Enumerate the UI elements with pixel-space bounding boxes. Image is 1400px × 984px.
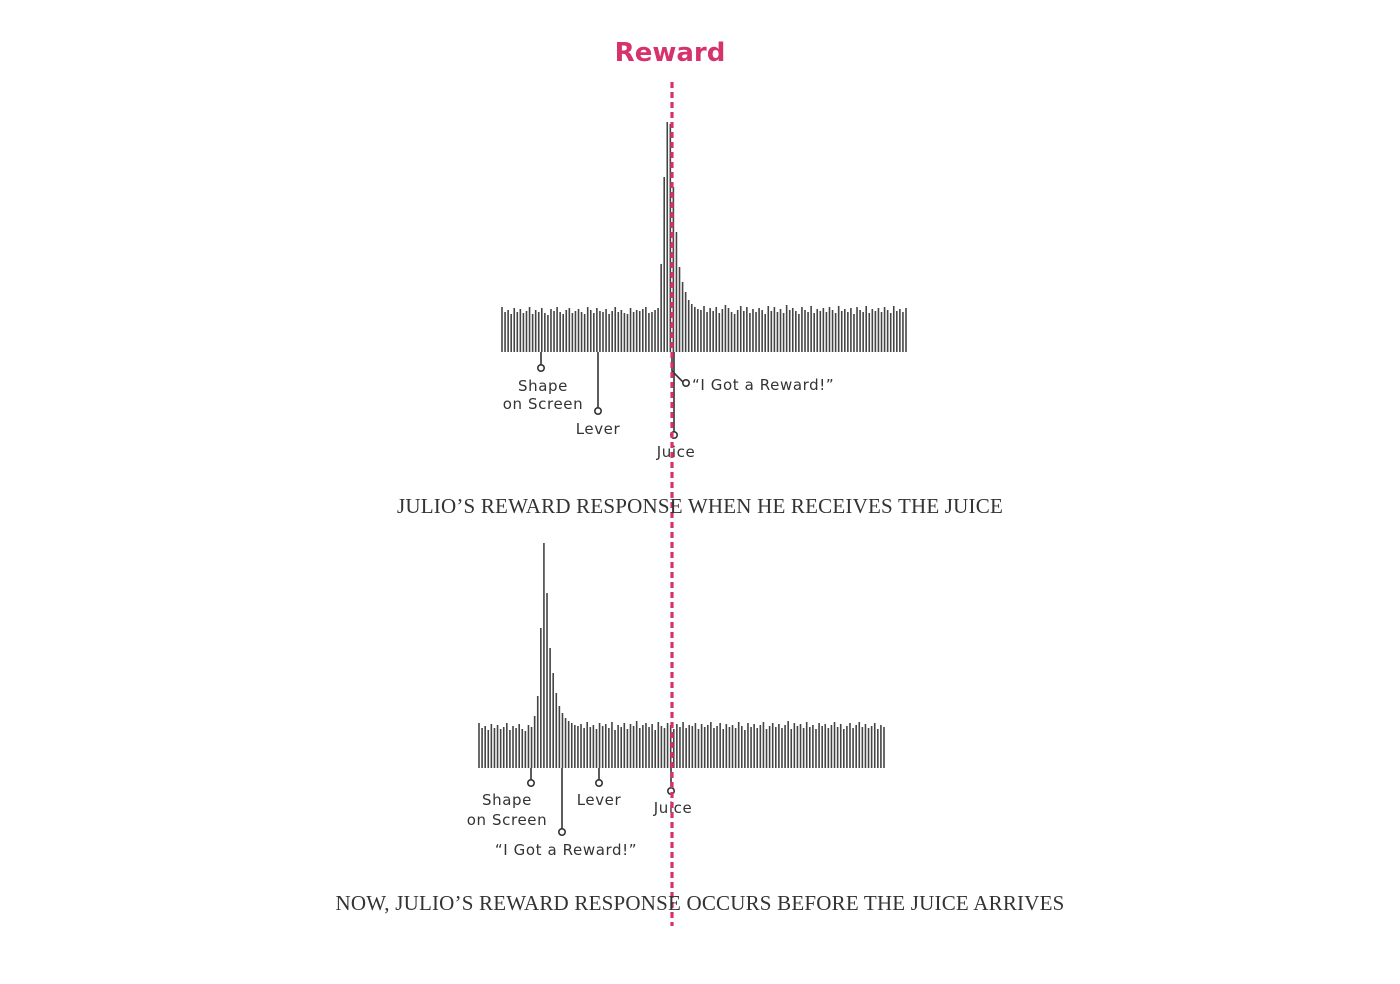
event-dot — [536, 363, 545, 372]
event-leader-line — [671, 352, 685, 384]
chart-top-caption: JULIO’S REWARD RESPONSE WHEN HE RECEIVES… — [397, 494, 1003, 518]
event-marker: Shape on Screen — [467, 768, 547, 829]
event-dot — [557, 827, 566, 836]
reward-marker-label: Reward — [614, 38, 726, 68]
event-marker: Lever — [576, 352, 621, 438]
event-label: Lever — [577, 791, 622, 809]
event-label: “I Got a Reward!” — [692, 376, 834, 394]
event-label: Juice — [656, 443, 696, 461]
event-marker: “I Got a Reward!” — [671, 352, 834, 394]
event-dot — [594, 778, 603, 787]
event-marker: “I Got a Reward!” — [495, 768, 637, 859]
event-label: on Screen — [503, 395, 583, 413]
event-dot — [681, 378, 690, 387]
event-label: Lever — [576, 420, 621, 438]
event-label: Shape — [482, 791, 532, 809]
chart-bottom-caption: NOW, JULIO’S REWARD RESPONSE OCCURS BEFO… — [335, 891, 1065, 915]
event-label: on Screen — [467, 811, 547, 829]
event-marker: Lever — [577, 768, 622, 809]
event-dot — [526, 778, 535, 787]
event-dot — [593, 406, 602, 415]
event-label: Shape — [518, 377, 568, 395]
event-label: “I Got a Reward!” — [495, 841, 637, 859]
event-marker: Juice — [656, 352, 696, 461]
